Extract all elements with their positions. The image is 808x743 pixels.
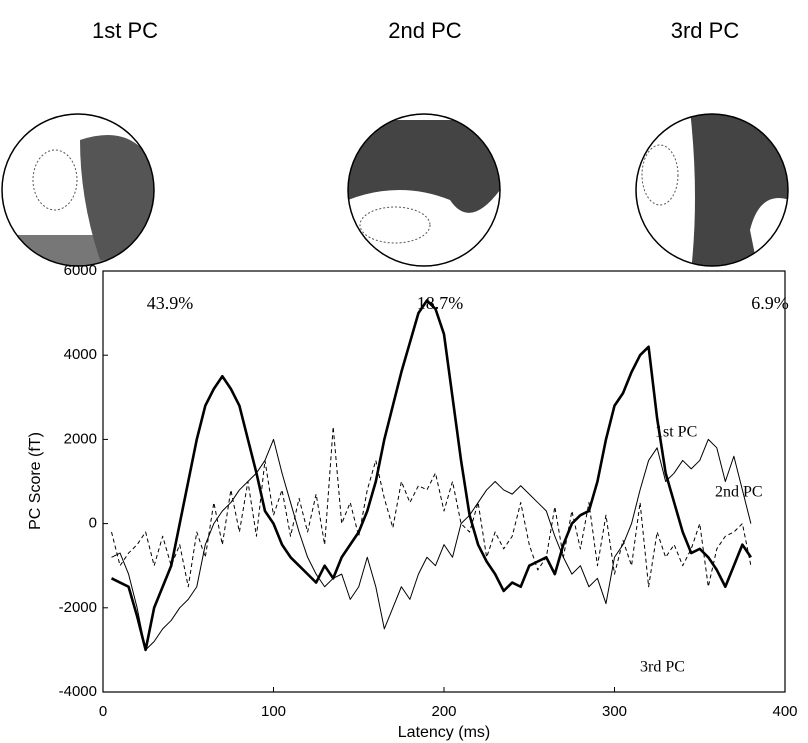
y-axis-label: PC Score (fT) — [27, 432, 44, 530]
x-tick-label: 100 — [261, 703, 286, 720]
contour — [32, 149, 78, 211]
x-axis-label: Latency (ms) — [398, 724, 490, 741]
variance-label: 18.7% — [417, 293, 464, 313]
shading — [348, 120, 500, 213]
y-tick-label: 0 — [89, 515, 97, 532]
shading — [80, 135, 154, 260]
head-outline — [347, 113, 501, 267]
head-outline — [1, 113, 155, 267]
series-line — [110, 299, 752, 652]
y-tick-label: -2000 — [59, 599, 97, 616]
series-label: 2nd PC — [715, 484, 763, 501]
map-title: 3rd PC — [671, 18, 740, 43]
x-tick-label: 0 — [99, 703, 107, 720]
series-label: 3rd PC — [640, 659, 685, 676]
y-tick-label: 6000 — [64, 262, 97, 279]
x-tick-label: 400 — [772, 703, 797, 720]
variance-label: 43.9% — [147, 293, 194, 313]
contour — [359, 206, 431, 244]
series-line — [111, 426, 752, 588]
contour — [641, 144, 679, 206]
variance-label: 6.9% — [751, 293, 789, 313]
map-title: 2nd PC — [388, 18, 461, 43]
map-title: 1st PC — [92, 18, 158, 43]
x-tick-label: 300 — [602, 703, 627, 720]
series-line — [111, 438, 752, 651]
x-tick-label: 200 — [431, 703, 456, 720]
y-tick-label: 2000 — [64, 430, 97, 447]
y-tick-label: 4000 — [64, 346, 97, 363]
topomap — [347, 113, 501, 267]
shading — [690, 114, 788, 266]
topomap — [635, 113, 789, 267]
series-label: 1st PC — [655, 424, 697, 441]
y-tick-label: -4000 — [59, 683, 97, 700]
head-outline — [635, 113, 789, 267]
